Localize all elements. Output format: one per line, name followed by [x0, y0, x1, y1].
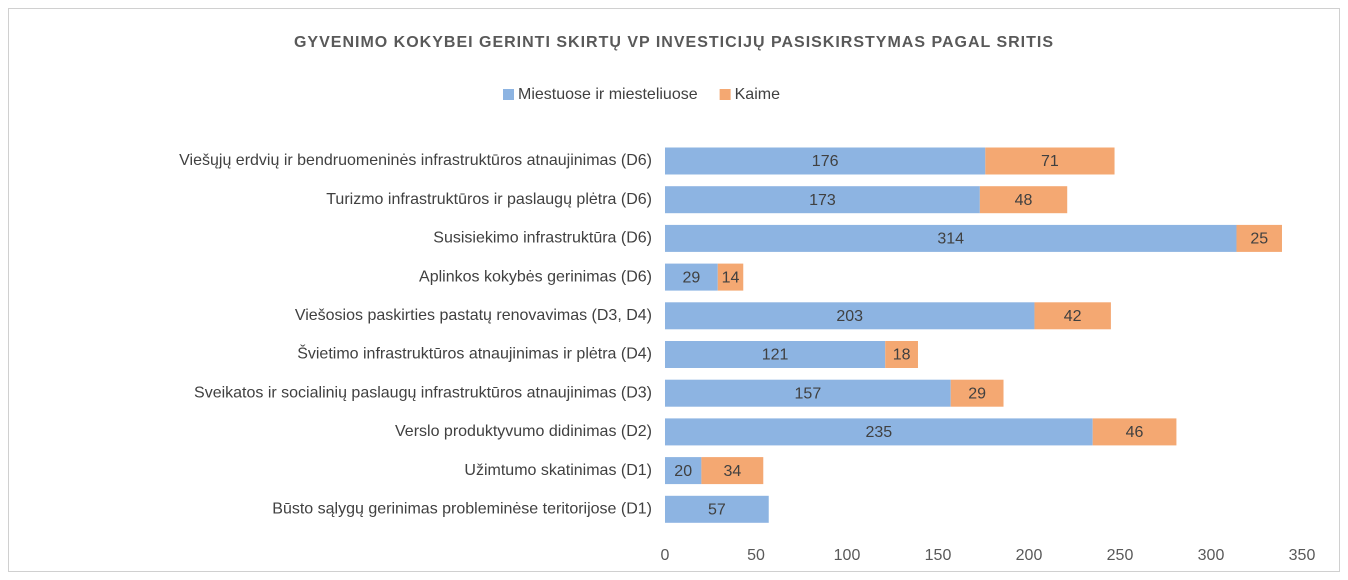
bar-segment	[701, 457, 764, 485]
bar-segment	[1092, 418, 1177, 446]
bar-segment	[665, 418, 1093, 446]
bar-segment	[665, 186, 980, 214]
data-label: 34	[723, 463, 741, 480]
data-label: 20	[674, 463, 692, 480]
x-tick-label: 200	[1016, 547, 1043, 564]
bar-segment	[979, 186, 1068, 214]
y-tick-label: Verslo produktyvumo didinimas (D2)	[395, 423, 652, 440]
x-tick-label: 350	[1289, 547, 1316, 564]
data-label: 71	[1041, 153, 1059, 170]
legend-swatch	[503, 89, 514, 100]
data-label: 42	[1064, 308, 1082, 325]
x-tick-label: 50	[747, 547, 765, 564]
data-label: 176	[812, 153, 839, 170]
bar-segment	[665, 457, 702, 485]
bar-segment	[665, 147, 986, 175]
bar-segment	[1034, 302, 1111, 330]
bar-segment	[985, 147, 1115, 175]
legend: Miestuose ir miesteliuose Kaime	[503, 86, 780, 103]
data-label: 121	[762, 347, 789, 364]
y-tick-label: Viešosios paskirties pastatų renovavimas…	[295, 307, 652, 324]
y-tick-label: Sveikatos ir socialinių paslaugų infrast…	[194, 384, 652, 401]
legend-label: Miestuose ir miesteliuose	[518, 86, 698, 103]
bar-segment	[665, 379, 951, 407]
x-tick-label: 150	[925, 547, 952, 564]
data-label: 57	[708, 502, 726, 519]
data-label: 173	[809, 192, 836, 209]
legend-label: Kaime	[735, 86, 780, 103]
bar-segment	[717, 263, 744, 291]
bar-segment	[665, 302, 1035, 330]
bar-segment	[665, 495, 769, 523]
data-label: 314	[937, 231, 964, 248]
data-label: 48	[1015, 192, 1033, 209]
data-label: 29	[968, 385, 986, 402]
y-tick-label: Būsto sąlygų gerinimas probleminėse teri…	[272, 501, 652, 518]
legend-swatch	[719, 89, 731, 100]
x-tick-label: 250	[1107, 547, 1134, 564]
data-label: 29	[682, 269, 700, 286]
y-tick-label: Turizmo infrastruktūros ir paslaugų plėt…	[326, 191, 652, 208]
data-label: 46	[1126, 424, 1144, 441]
data-label: 14	[722, 269, 740, 286]
bar-segment	[950, 379, 1004, 407]
data-label: 25	[1250, 231, 1268, 248]
data-label: 235	[865, 424, 892, 441]
y-tick-label: Švietimo infrastruktūros atnaujinimas ir…	[297, 344, 652, 363]
y-tick-label: Užimtumo skatinimas (D1)	[464, 462, 652, 479]
x-tick-label: 100	[834, 547, 861, 564]
chart-title: GYVENIMO KOKYBEI GERINTI SKIRTŲ VP INVES…	[294, 34, 1054, 51]
data-label: 157	[795, 385, 822, 402]
x-tick-label: 0	[661, 547, 670, 564]
y-tick-label: Susisiekimo infrastruktūra (D6)	[433, 230, 652, 247]
bar-segment	[1236, 224, 1282, 252]
bar-segment	[885, 341, 918, 368]
data-label: 18	[893, 347, 911, 364]
bar-segment	[665, 224, 1237, 252]
y-tick-label: Viešųjų erdvių ir bendruomeninės infrast…	[179, 152, 652, 169]
y-tick-label: Aplinkos kokybės gerinimas (D6)	[419, 268, 652, 285]
bar-segment	[665, 341, 886, 368]
bar-segment	[665, 263, 718, 291]
x-tick-label: 300	[1198, 547, 1225, 564]
data-label: 203	[836, 308, 863, 325]
